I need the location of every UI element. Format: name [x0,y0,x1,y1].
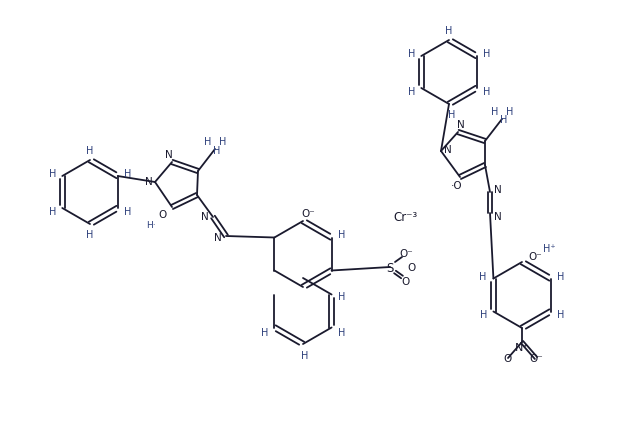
Text: N: N [444,144,452,155]
Text: H: H [86,230,94,240]
Text: H: H [338,292,345,302]
Text: H: H [49,169,56,178]
Text: H: H [301,350,309,360]
Text: O⁻: O⁻ [528,252,542,261]
Text: H: H [483,87,491,97]
Text: H: H [213,146,221,156]
Text: O⁻: O⁻ [301,209,315,218]
Text: H: H [506,107,514,117]
Text: H: H [49,206,56,216]
Text: N: N [145,177,153,187]
Text: H: H [261,327,268,337]
Text: O⁻: O⁻ [529,353,543,363]
Text: H: H [483,49,491,59]
Text: H: H [408,87,415,97]
Text: N: N [214,233,222,243]
Text: O⁻: O⁻ [399,249,413,258]
Text: O: O [408,262,416,272]
Text: ·O: ·O [451,181,463,190]
Text: O: O [402,276,410,286]
Text: H: H [557,271,564,281]
Text: H: H [491,107,499,117]
Text: H: H [219,137,227,147]
Text: S: S [386,261,394,274]
Text: O: O [158,209,166,219]
Text: H: H [124,169,132,178]
Text: H: H [86,146,94,156]
Text: N: N [494,212,502,221]
Text: H: H [445,26,453,36]
Text: N: N [165,150,173,160]
Text: H: H [408,49,415,59]
Text: N⁺: N⁺ [515,342,529,352]
Text: N: N [201,212,209,221]
Text: Cr⁻³: Cr⁻³ [393,210,417,223]
Text: H·: H· [146,220,156,229]
Text: H: H [124,206,132,216]
Text: H: H [557,310,564,320]
Text: O: O [504,353,512,363]
Text: H: H [338,229,345,239]
Text: H: H [480,310,487,320]
Text: H: H [338,327,345,337]
Text: H: H [448,110,456,120]
Text: H: H [204,137,211,147]
Text: H: H [479,271,486,281]
Text: H⁺: H⁺ [542,243,555,253]
Text: N: N [457,120,465,130]
Text: N: N [494,184,502,194]
Text: H: H [500,115,508,125]
